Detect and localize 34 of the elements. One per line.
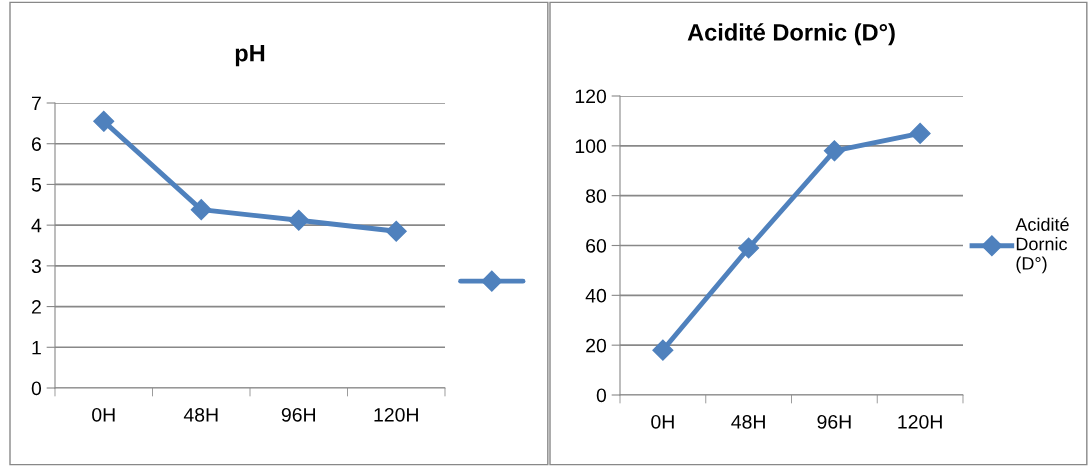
point (909, 122, 931, 144)
x-tick-label: 96H (817, 414, 851, 429)
y-tick-label: 4 (31, 218, 42, 233)
y-tick-label: 0 (31, 381, 42, 396)
y-tick-label: 80 (586, 189, 607, 203)
point (738, 237, 760, 259)
y-tick-label: 60 (586, 238, 607, 253)
chart-title: Acidité Dornic (D°) (687, 23, 895, 46)
x-tick-label: 0H (92, 407, 115, 422)
y-tick-label: 120 (575, 89, 607, 104)
point (190, 199, 212, 221)
y-tick-label: 7 (31, 96, 41, 111)
point (652, 339, 674, 361)
legend-label: Acidité Dornic (D°) (1015, 217, 1069, 274)
chart-title: pH (235, 45, 265, 67)
y-tick-label: 1 (32, 340, 41, 355)
y-tick-label: 40 (585, 288, 607, 303)
x-tick-label: 120H (898, 414, 942, 429)
y-tick-label: 6 (31, 137, 41, 151)
y-tick-label: 2 (31, 300, 41, 314)
y-tick-label: 3 (31, 259, 41, 274)
x-tick-label: 0H (651, 414, 674, 429)
x-tick-label: 120H (374, 407, 418, 422)
point (93, 110, 115, 132)
x-tick-label: 96H (281, 407, 315, 422)
point (288, 209, 310, 231)
point (385, 220, 407, 242)
x-tick-label: 48H (731, 414, 765, 429)
y-tick-label: 100 (575, 139, 607, 154)
x-tick-label: 48H (183, 407, 218, 422)
point (823, 140, 845, 162)
y-tick-label: 5 (31, 178, 41, 192)
y-tick-label: 0 (596, 388, 607, 403)
y-tick-label: 20 (586, 338, 607, 353)
